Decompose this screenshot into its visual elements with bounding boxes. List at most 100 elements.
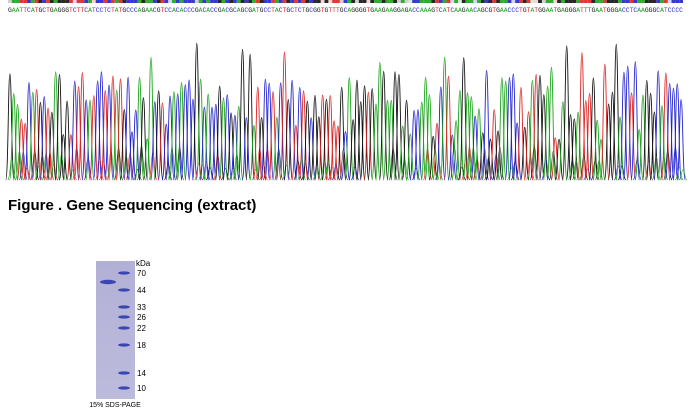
peak [405, 133, 415, 181]
quality-cell [522, 0, 527, 3]
quality-cell [65, 0, 70, 3]
quality-cell [309, 0, 314, 3]
peak [455, 90, 465, 181]
peak [592, 119, 602, 181]
quality-cell [221, 0, 226, 3]
quality-cell [400, 0, 405, 3]
peak [386, 99, 396, 181]
peak [51, 71, 61, 181]
sample-band [100, 279, 116, 285]
peak [249, 125, 259, 181]
peak [112, 89, 122, 181]
quality-cell [454, 0, 458, 3]
minor-peak [34, 166, 43, 181]
peak [588, 77, 599, 181]
peak [436, 86, 446, 181]
quality-cell [152, 0, 157, 3]
peak [302, 100, 313, 181]
quality-cell [621, 0, 626, 3]
quality-cell [602, 0, 607, 3]
peak [123, 76, 133, 181]
quality-cell [95, 0, 100, 3]
quality-cell [274, 0, 279, 3]
peak [58, 134, 68, 181]
quality-cell [614, 0, 619, 3]
quality-cell [168, 0, 172, 3]
quality-cell [130, 0, 134, 3]
quality-cell [461, 0, 466, 3]
minor-peak [583, 168, 592, 181]
quality-cell [370, 0, 375, 3]
quality-cell [469, 0, 474, 3]
peak [577, 52, 587, 181]
quality-cell [198, 0, 203, 3]
peak [676, 99, 686, 181]
quality-cell [27, 0, 31, 3]
peak [5, 73, 15, 181]
quality-cell [541, 0, 546, 3]
quality-cell [240, 0, 245, 3]
quality-cell [164, 0, 169, 3]
peak [165, 95, 175, 181]
quality-cell [76, 0, 81, 3]
quality-cell [625, 0, 630, 3]
quality-cell [263, 0, 268, 3]
quality-cell [290, 0, 295, 3]
peak [188, 98, 198, 181]
peak [447, 134, 457, 181]
peak [348, 119, 358, 181]
minor-peak [411, 167, 421, 181]
gel-caption: 15% SDS-PAGE [89, 402, 141, 409]
quality-cell [225, 0, 230, 3]
peak [394, 73, 404, 181]
peak [466, 96, 476, 181]
quality-cell [389, 0, 394, 3]
minor-peak [331, 164, 341, 181]
quality-cell [644, 0, 649, 3]
quality-cell [80, 0, 85, 3]
peak [24, 81, 34, 181]
quality-cell [88, 0, 92, 3]
quality-cell [633, 0, 638, 3]
peak [344, 77, 354, 181]
quality-cell [587, 0, 592, 3]
peak [531, 73, 541, 181]
minor-peak [68, 169, 78, 181]
peak [211, 103, 221, 181]
quality-cell [385, 0, 390, 3]
peak [28, 91, 38, 181]
peak [470, 115, 480, 181]
peak [352, 79, 362, 181]
quality-cell [217, 0, 222, 3]
quality-cell [450, 0, 455, 3]
peak [81, 99, 91, 181]
peak [222, 94, 232, 181]
quality-cell [572, 0, 577, 3]
peak [623, 65, 633, 181]
peak [230, 114, 240, 181]
peak [337, 86, 347, 181]
quality-cell [126, 0, 131, 3]
quality-cell [477, 0, 481, 3]
quality-cell [408, 0, 413, 3]
quality-cell [191, 0, 195, 3]
quality-cell [15, 0, 20, 3]
quality-cell [618, 0, 622, 3]
quality-cell [175, 0, 180, 3]
marker-label: 44 [137, 286, 146, 295]
minor-peak [613, 165, 623, 181]
peak [77, 72, 88, 181]
marker-label: 22 [137, 324, 146, 333]
quality-cell [355, 0, 359, 3]
peak [504, 76, 515, 181]
quality-cell [473, 0, 478, 3]
peak [16, 118, 26, 181]
peak [489, 109, 499, 181]
quality-cell [660, 0, 664, 3]
quality-cell [248, 0, 253, 3]
quality-cell [347, 0, 352, 3]
quality-cell [160, 0, 165, 3]
peak [451, 120, 461, 181]
peak [672, 83, 682, 181]
